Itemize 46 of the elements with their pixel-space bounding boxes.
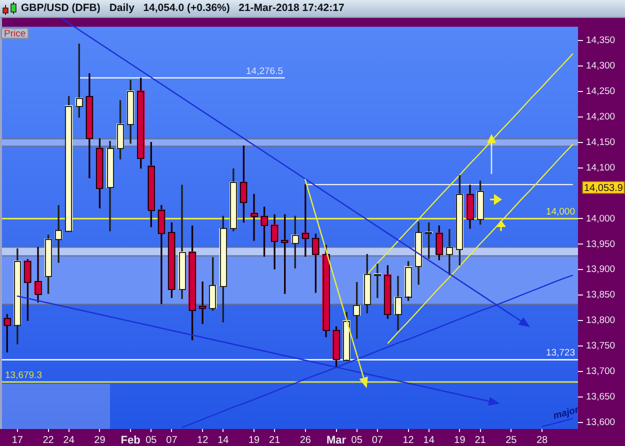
x-tick-label: 05 — [351, 434, 363, 446]
annotation: 14,276.5 — [246, 66, 283, 77]
chart-title: GBP/USD (DFB) — [21, 2, 100, 14]
x-tick-label: 14 — [218, 434, 230, 446]
text: 14,053.9 — [584, 182, 624, 194]
x-tick-label: 12 — [197, 434, 209, 446]
x-tick-label: 14 — [423, 434, 435, 446]
y-tick-label: 13,650 — [586, 392, 616, 403]
y-tick-label: 14,250 — [586, 86, 616, 97]
y-tick-label: 14,300 — [586, 60, 616, 72]
ref-line-label: 13,679.3 — [5, 370, 42, 381]
annotation: major — [552, 404, 582, 422]
x-tick-label: 22 — [42, 434, 54, 446]
x-tick-label: 19 — [454, 434, 466, 446]
y-tick-label: 14,000 — [586, 213, 616, 224]
y-axis-title: Price — [4, 28, 26, 40]
x-tick-label: 19 — [248, 434, 260, 446]
x-tick-label: 05 — [146, 434, 158, 446]
y-tick-label: 13,900 — [586, 264, 616, 276]
candlestick — [446, 229, 454, 276]
x-tick-label: Mar — [326, 434, 347, 446]
x-tick-label: 28 — [536, 434, 548, 446]
x-tick-label: 24 — [63, 434, 75, 446]
x-tick-label: 21 — [269, 434, 281, 446]
ref-line-label: 13,723 — [546, 348, 575, 359]
x-tick-label: 29 — [94, 434, 106, 446]
y-tick-label: 13,700 — [586, 366, 616, 378]
x-tick-label: 12 — [402, 434, 414, 446]
chart-subtitle: Daily 14,054.0 (+0.36%) 21-Mar-2018 17:42:17 — [109, 2, 344, 14]
x-tick-label: 07 — [166, 434, 178, 446]
x-tick-label: 26 — [300, 434, 312, 446]
y-tick-label: 13,950 — [586, 238, 616, 250]
y-tick-label: 14,350 — [586, 35, 616, 46]
y-tick-label: 13,600 — [586, 417, 616, 428]
x-tick-label: Feb — [120, 434, 141, 446]
x-tick-label: 17 — [12, 434, 24, 446]
y-tick-label: 14,150 — [586, 136, 616, 148]
x-tick-label: 07 — [372, 434, 384, 446]
y-tick-label: 14,100 — [586, 162, 616, 174]
x-tick-label: 25 — [506, 434, 518, 446]
y-tick-label: 14,200 — [586, 111, 616, 122]
y-tick-label: 13,850 — [586, 290, 616, 301]
ref-line-label: 14,000 — [546, 206, 575, 218]
y-tick-label: 13,800 — [586, 315, 616, 326]
x-tick-label: 21 — [474, 434, 486, 446]
y-tick-label: 13,750 — [586, 340, 616, 352]
